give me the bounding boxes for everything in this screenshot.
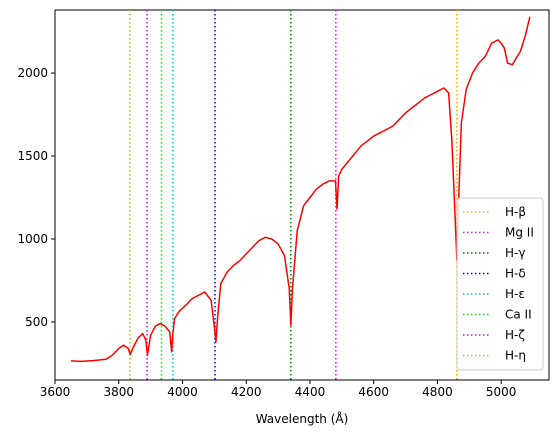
x-tick-label-4: 4400	[295, 385, 326, 399]
x-tick-label-2: 4000	[167, 385, 198, 399]
plot-axes	[54, 9, 550, 381]
legend: H-β Mg II H-γ H-δ H-ε Ca II H-ζ H-η	[456, 197, 544, 371]
x-tick-label-0: 3600	[40, 385, 71, 399]
x-tick-label-5: 4600	[358, 385, 389, 399]
legend-label-2: H-γ	[505, 246, 525, 260]
y-tick-label-1: 1000	[17, 232, 48, 246]
legend-label-5: Ca II	[505, 308, 532, 322]
x-tick-label-6: 4800	[422, 385, 453, 399]
legend-label-6: H-ζ	[505, 328, 525, 342]
x-tick-label-3: 4200	[231, 385, 262, 399]
legend-label-4: H-ε	[505, 287, 525, 301]
x-axis-label: Wavelength (Å)	[256, 411, 349, 426]
plot-frame	[54, 9, 550, 381]
x-tick-label-7: 5000	[486, 385, 517, 399]
series-line-0	[70, 16, 531, 363]
y-tick-label-3: 2000	[17, 66, 48, 80]
legend-label-7: H-η	[505, 349, 526, 363]
x-tick-label-1: 3800	[103, 385, 134, 399]
y-tick-label-2: 1500	[17, 149, 48, 163]
ticks-group: 3600 3800 4000 4200 4400 4600 4800 5000 500 1000 1…	[17, 66, 516, 399]
legend-box	[456, 197, 544, 371]
vertical-line-group	[129, 10, 458, 380]
legend-label-0: H-β	[505, 205, 526, 219]
series-group	[70, 16, 531, 363]
legend-label-3: H-δ	[505, 267, 526, 281]
y-tick-label-0: 500	[25, 315, 48, 329]
legend-label-1: Mg II	[505, 226, 534, 240]
